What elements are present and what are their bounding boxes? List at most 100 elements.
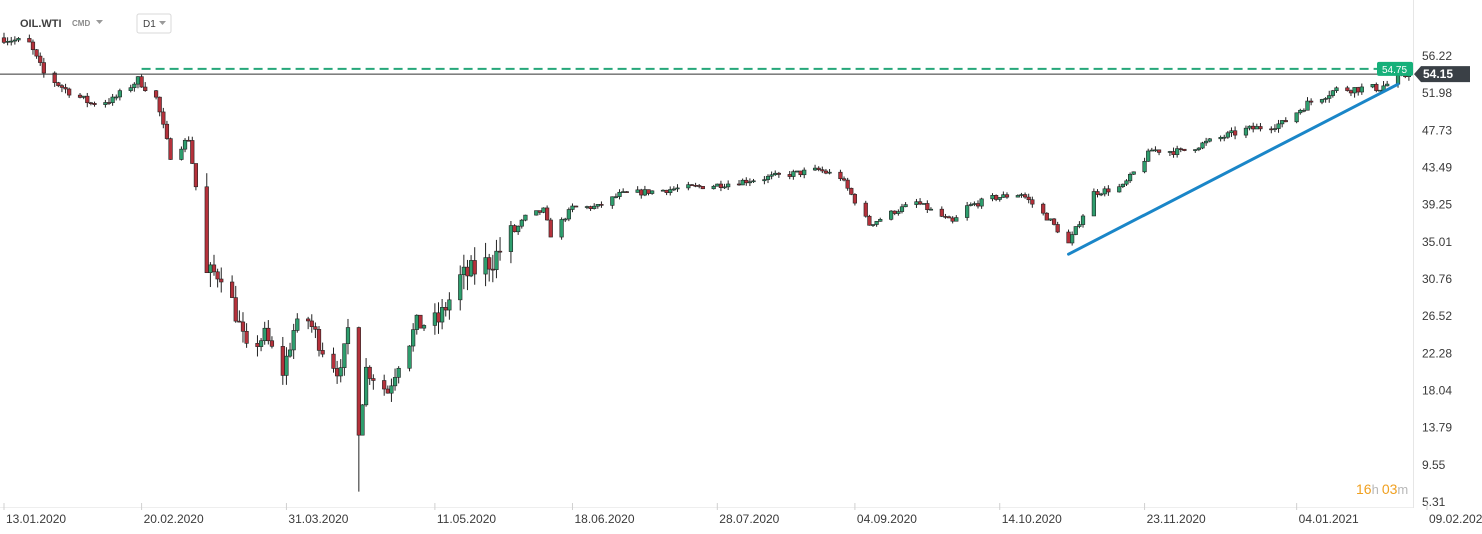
candle-down: [418, 314, 423, 329]
candle-up: [870, 224, 876, 226]
candle-down: [1051, 218, 1057, 225]
candle-up: [722, 186, 727, 189]
candle-up: [407, 345, 412, 369]
candle-down: [356, 327, 361, 436]
candle-up: [1099, 193, 1104, 196]
candle-up: [613, 196, 619, 198]
candle-up: [1193, 149, 1198, 151]
candle-up: [1204, 140, 1209, 144]
candle-up: [1167, 151, 1173, 153]
candle-up: [110, 96, 115, 104]
candle-down: [588, 206, 593, 209]
candle-down: [1269, 128, 1274, 131]
candle-up: [899, 206, 905, 212]
candle-down: [718, 183, 724, 188]
candle-up: [1301, 109, 1306, 112]
candle-down: [186, 139, 191, 142]
candle-up: [997, 197, 1002, 200]
current-price-label: 54.15: [1423, 67, 1453, 81]
timer-minutes-unit: m: [1397, 482, 1408, 497]
timer-minutes: 03: [1382, 481, 1398, 497]
candle-down: [599, 204, 604, 206]
candle-down: [371, 378, 376, 381]
candle-up: [1218, 137, 1223, 140]
candle-up: [1019, 194, 1024, 196]
timeframe-select[interactable]: [136, 13, 172, 34]
candle-down: [798, 170, 803, 176]
x-axis: 13.01.2020 20.02.2020 31.03.2020 11.05.2020…: [3, 503, 1482, 526]
candle-down: [1026, 196, 1031, 201]
y-tick-label: 35.01: [1422, 235, 1452, 249]
trendline[interactable]: [1067, 82, 1400, 256]
y-tick-label: 47.73: [1422, 123, 1452, 137]
candle-down: [266, 327, 271, 342]
candle-down: [867, 215, 872, 226]
candle-down: [161, 111, 166, 125]
candle-down: [939, 208, 944, 217]
candle-down: [838, 171, 843, 180]
candle-down: [994, 195, 999, 200]
candle-up: [1377, 89, 1383, 92]
candle-up: [411, 329, 416, 347]
candle-up: [726, 183, 731, 188]
candle-down: [664, 189, 669, 193]
candle-up: [483, 257, 488, 275]
candle-down: [240, 321, 246, 332]
candle-up: [284, 355, 289, 376]
candle-up: [494, 250, 499, 271]
candle-down: [157, 96, 162, 113]
candle-down: [537, 210, 542, 213]
candle-down: [1171, 151, 1176, 155]
candle-down: [331, 353, 336, 369]
candle-up: [1102, 188, 1107, 195]
candle-up: [1127, 173, 1133, 182]
timeframe-chevron-down-icon[interactable]: [159, 21, 166, 25]
candle-up: [1334, 87, 1339, 92]
candle-up: [1272, 128, 1278, 130]
candle-down: [1283, 120, 1288, 123]
candle-down: [34, 49, 39, 57]
candle-up: [1352, 87, 1357, 94]
instrument-type-label[interactable]: CMD: [72, 19, 90, 28]
candle-up: [389, 385, 394, 394]
candle-up: [287, 349, 293, 357]
candle-down: [382, 380, 387, 390]
candle-down: [143, 86, 148, 91]
candle-down: [545, 207, 550, 221]
candle-up: [747, 181, 752, 184]
instrument-chevron-down-icon[interactable]: [96, 20, 103, 24]
candle-down: [1041, 203, 1046, 214]
candle-up: [889, 210, 894, 220]
candle-up: [182, 139, 188, 150]
candle-up: [762, 179, 767, 182]
candle-down: [1030, 199, 1035, 205]
candle-down: [215, 271, 220, 280]
candle-up: [338, 367, 343, 377]
candle-up: [1120, 183, 1125, 188]
candle-up: [345, 327, 351, 345]
candle-up: [1305, 100, 1310, 111]
toolbar: OIL.WTI CMD D1: [20, 13, 172, 34]
candle-down: [335, 368, 340, 377]
candle-up: [1229, 130, 1234, 134]
candle-down: [1095, 191, 1100, 195]
candle-down: [852, 194, 858, 204]
candle-down: [244, 331, 249, 344]
candle-down: [320, 350, 325, 355]
candle-down: [465, 266, 470, 277]
y-tick-label: 51.98: [1422, 86, 1452, 100]
candle-up: [16, 38, 21, 41]
candle-up: [396, 367, 401, 378]
candle-down: [697, 185, 702, 187]
candle-up: [921, 203, 926, 205]
candle-up: [414, 314, 419, 330]
candle-down: [472, 260, 477, 275]
candle-up: [103, 102, 108, 105]
candle-down: [823, 170, 829, 174]
candle-up: [291, 330, 296, 351]
candle-up: [1124, 180, 1129, 185]
candle-up: [903, 204, 908, 208]
symbol-label[interactable]: OIL.WTI: [20, 18, 62, 30]
